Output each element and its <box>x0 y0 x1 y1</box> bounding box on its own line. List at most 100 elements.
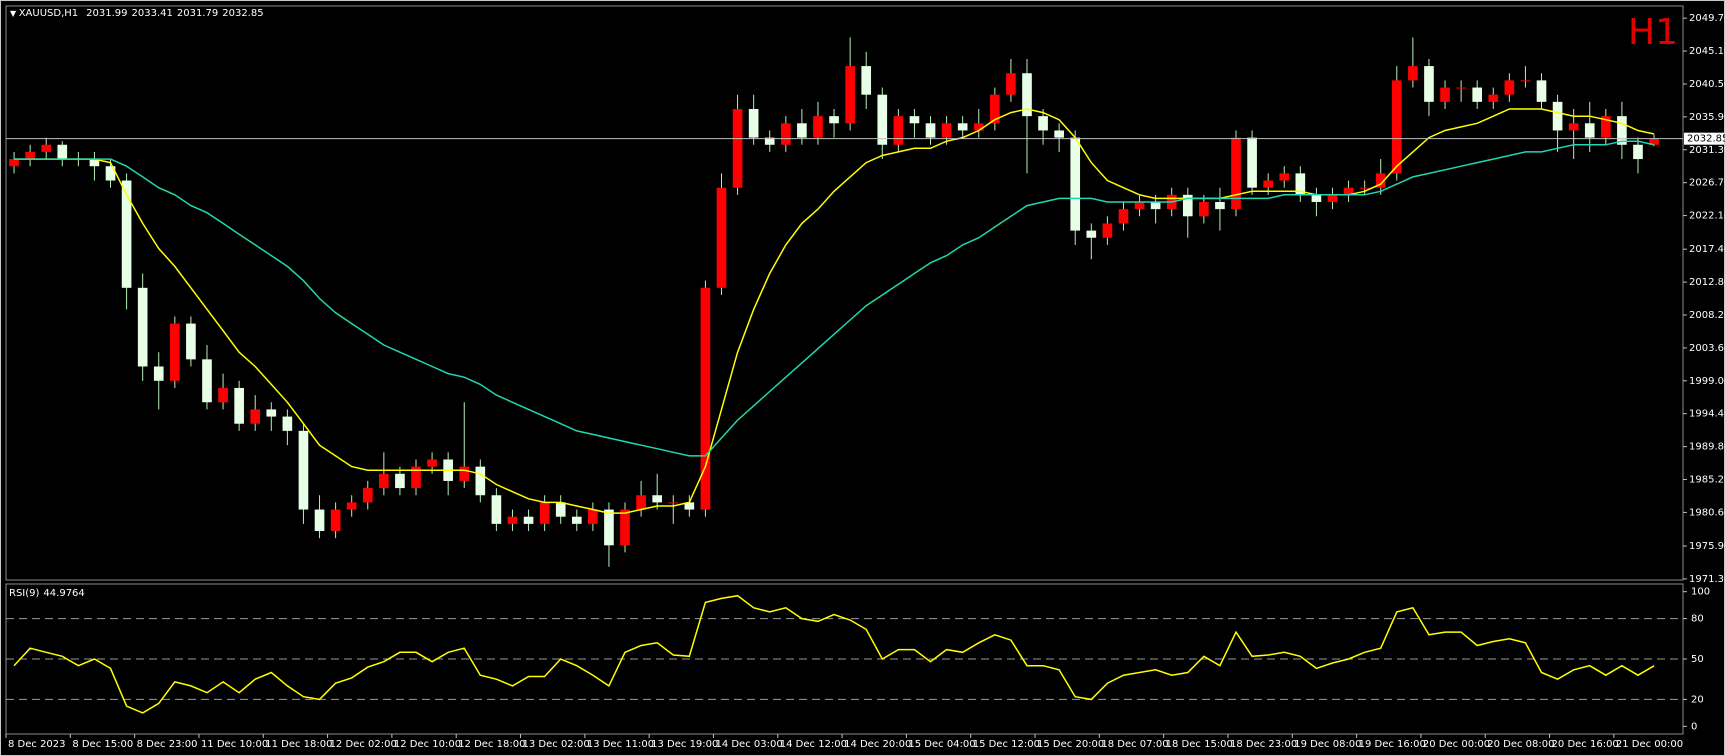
candle-body <box>507 516 518 524</box>
candle-body <box>780 123 791 145</box>
x-tick-label: 15 Dec 04:00 <box>908 739 975 750</box>
candle-body <box>1086 230 1097 238</box>
candle-body <box>1199 201 1209 217</box>
candle-body <box>604 509 614 546</box>
candle-body <box>427 459 437 467</box>
y-tick-label: 1980.60 <box>1689 507 1725 518</box>
candle-body <box>1488 94 1499 102</box>
candle-body <box>909 116 920 124</box>
x-tick-label: 8 Dec 15:00 <box>72 739 133 750</box>
candle-body <box>877 94 888 145</box>
y-tick-label: 2026.70 <box>1689 178 1725 189</box>
candle-body <box>620 509 630 546</box>
candle-body <box>636 495 646 510</box>
candle-body <box>1600 116 1611 138</box>
x-tick-label: 8 Dec 23:00 <box>137 739 198 750</box>
candle-body <box>813 116 823 138</box>
candle-body <box>700 287 711 510</box>
header-symbol: XAUUSD,H1 <box>19 8 78 19</box>
candle-body <box>475 466 486 496</box>
candle-body <box>990 94 1000 124</box>
x-tick-label: 18 Dec 23:00 <box>1230 739 1297 750</box>
y-tick-label: 2008.20 <box>1689 310 1725 321</box>
candle-body <box>1150 201 1161 210</box>
candle-body <box>1134 201 1145 210</box>
rsi-tick-label: 50 <box>1691 654 1704 665</box>
y-tick-label: 2017.40 <box>1689 244 1725 255</box>
candle-body <box>1118 209 1129 224</box>
x-tick-label: 20 Dec 00:00 <box>1423 739 1490 750</box>
y-tick-label: 1999.00 <box>1689 376 1725 387</box>
x-tick-label: 13 Dec 02:00 <box>523 739 590 750</box>
header-marker: ▼ <box>10 9 19 18</box>
x-tick-label: 19 Dec 16:00 <box>1359 739 1426 750</box>
candle-body <box>1552 101 1563 131</box>
candle-body <box>732 108 743 188</box>
y-tick-label: 1985.20 <box>1689 475 1725 486</box>
candle-body <box>1231 137 1241 210</box>
candle-body <box>668 502 679 504</box>
x-tick-label: 13 Dec 11:00 <box>587 739 654 750</box>
candle-body <box>121 180 132 288</box>
candle-body <box>861 66 872 95</box>
x-tick-label: 20 Dec 16:00 <box>1552 739 1619 750</box>
candle-body <box>957 123 968 131</box>
candle-body <box>539 502 550 524</box>
rsi-name: RSI(9) <box>9 588 40 599</box>
y-tick-label: 2045.10 <box>1689 46 1725 57</box>
candle-body <box>9 159 19 167</box>
candle-body <box>1215 201 1225 210</box>
candle-body <box>555 502 566 517</box>
x-tick-label: 20 Dec 08:00 <box>1487 739 1554 750</box>
candle-body <box>234 387 244 424</box>
y-tick-label: 1975.90 <box>1689 541 1725 552</box>
x-tick-label: 21 Dec 00:00 <box>1616 739 1683 750</box>
header-ohlc: 2032.85 <box>222 8 263 19</box>
moving-average <box>14 140 1655 457</box>
candle-body <box>346 502 357 510</box>
period-label: H1 <box>1628 12 1678 53</box>
candle-body <box>652 495 663 503</box>
x-tick-label: 11 Dec 18:00 <box>265 739 332 750</box>
x-tick-label: 14 Dec 12:00 <box>780 739 847 750</box>
y-tick-label: 1989.80 <box>1689 442 1725 453</box>
candle-body <box>1247 137 1257 188</box>
candle-body <box>1359 187 1370 189</box>
x-tick-label: 18 Dec 15:00 <box>1166 739 1233 750</box>
candle-body <box>1440 87 1450 102</box>
candle-body <box>379 473 389 489</box>
candle-body <box>1182 194 1193 217</box>
x-tick-label: 11 Dec 10:00 <box>201 739 268 750</box>
candle-body <box>105 166 116 181</box>
candle-body <box>829 116 839 124</box>
candle-body <box>1408 66 1418 81</box>
candle-body <box>314 509 325 532</box>
rsi-tick-label: 80 <box>1691 614 1704 625</box>
candle-body <box>925 123 936 138</box>
candle-body <box>153 366 164 381</box>
x-tick-label: 12 Dec 18:00 <box>458 739 525 750</box>
candle-body <box>845 66 855 124</box>
candle-body <box>893 116 904 145</box>
candle-body <box>1456 87 1466 89</box>
rsi-tick-label: 100 <box>1691 587 1710 598</box>
candle-body <box>459 466 470 481</box>
candle-body <box>571 516 582 524</box>
candle-body <box>588 509 598 524</box>
candle-body <box>716 187 727 288</box>
rsi-value: 44.9764 <box>43 588 84 599</box>
price-label: 2032.85 <box>1687 134 1725 145</box>
candle-body <box>411 466 421 489</box>
candle-body <box>282 416 293 431</box>
y-tick-label: 2031.30 <box>1689 145 1725 156</box>
candle-body <box>202 359 212 403</box>
y-tick-label: 2049.70 <box>1689 13 1725 24</box>
candle-body <box>1102 223 1113 238</box>
candle-body <box>764 137 775 145</box>
candle-body <box>1504 80 1515 95</box>
candle-body <box>684 502 695 510</box>
candle-body <box>1520 80 1531 82</box>
candle-body <box>1311 194 1322 202</box>
candle-body <box>523 516 534 524</box>
